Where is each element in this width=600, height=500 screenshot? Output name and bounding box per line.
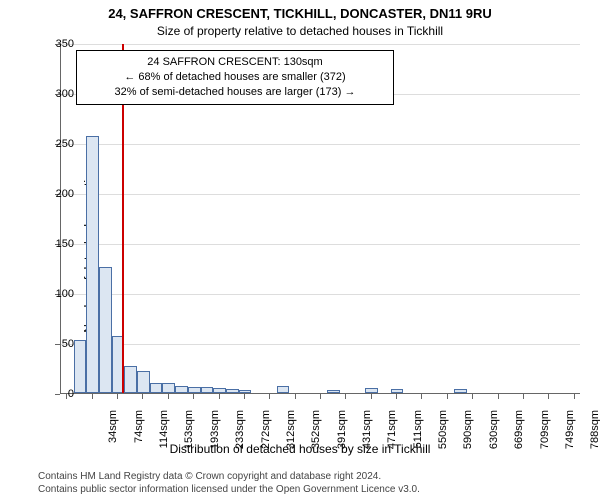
x-tick (66, 394, 67, 399)
x-tick (345, 394, 346, 399)
y-tick-label: 350 (44, 38, 74, 50)
x-tick (574, 394, 575, 399)
y-tick-label: 0 (44, 388, 74, 400)
histogram-bar (391, 389, 404, 393)
annotation-box: 24 SAFFRON CRESCENT: 130sqm ← 68% of det… (76, 50, 394, 105)
y-tick-label: 100 (44, 288, 74, 300)
x-tick (295, 394, 296, 399)
y-tick-label: 250 (44, 138, 74, 150)
x-tick (269, 394, 270, 399)
x-tick (447, 394, 448, 399)
x-tick (396, 394, 397, 399)
histogram-bar (226, 389, 239, 393)
histogram-bar (86, 136, 99, 393)
x-tick (523, 394, 524, 399)
y-tick-label: 300 (44, 88, 74, 100)
gridline (61, 244, 580, 245)
x-tick (142, 394, 143, 399)
x-tick (117, 394, 118, 399)
gridline (61, 194, 580, 195)
annotation-line3: 32% of semi-detached houses are larger (… (85, 85, 385, 100)
histogram-bar (365, 388, 378, 393)
histogram-bar (99, 267, 112, 393)
y-tick-label: 150 (44, 238, 74, 250)
histogram-bar (124, 366, 137, 393)
x-tick (421, 394, 422, 399)
histogram-bar (454, 389, 467, 393)
x-tick (219, 394, 220, 399)
gridline (61, 144, 580, 145)
histogram-bar (239, 390, 252, 393)
histogram-bar (213, 388, 226, 393)
gridline (61, 344, 580, 345)
annotation-line1: 24 SAFFRON CRESCENT: 130sqm (85, 55, 385, 70)
x-tick (472, 394, 473, 399)
x-tick (92, 394, 93, 399)
chart-subtitle: Size of property relative to detached ho… (0, 24, 600, 38)
histogram-bar (175, 386, 188, 393)
histogram-bar (277, 386, 290, 393)
gridline (61, 44, 580, 45)
histogram-bar (327, 390, 340, 393)
x-tick (498, 394, 499, 399)
x-tick (371, 394, 372, 399)
annotation-line2: ← 68% of detached houses are smaller (37… (85, 70, 385, 85)
property-size-histogram: 24, SAFFRON CRESCENT, TICKHILL, DONCASTE… (0, 0, 600, 500)
chart-footer: Contains HM Land Registry data © Crown c… (38, 470, 590, 496)
y-tick-label: 50 (44, 338, 74, 350)
x-tick (168, 394, 169, 399)
x-axis-label: Distribution of detached houses by size … (0, 442, 600, 456)
gridline (61, 294, 580, 295)
histogram-bar (150, 383, 163, 393)
histogram-bar (162, 383, 175, 393)
footer-line2: Contains public sector information licen… (38, 483, 590, 496)
x-tick (244, 394, 245, 399)
x-tick (193, 394, 194, 399)
histogram-bar (188, 387, 201, 393)
chart-title-address: 24, SAFFRON CRESCENT, TICKHILL, DONCASTE… (0, 6, 600, 21)
footer-line1: Contains HM Land Registry data © Crown c… (38, 470, 590, 483)
histogram-bar (137, 371, 150, 393)
y-tick-label: 200 (44, 188, 74, 200)
histogram-bar (201, 387, 214, 393)
histogram-bar (74, 340, 87, 393)
x-tick (320, 394, 321, 399)
x-tick (548, 394, 549, 399)
